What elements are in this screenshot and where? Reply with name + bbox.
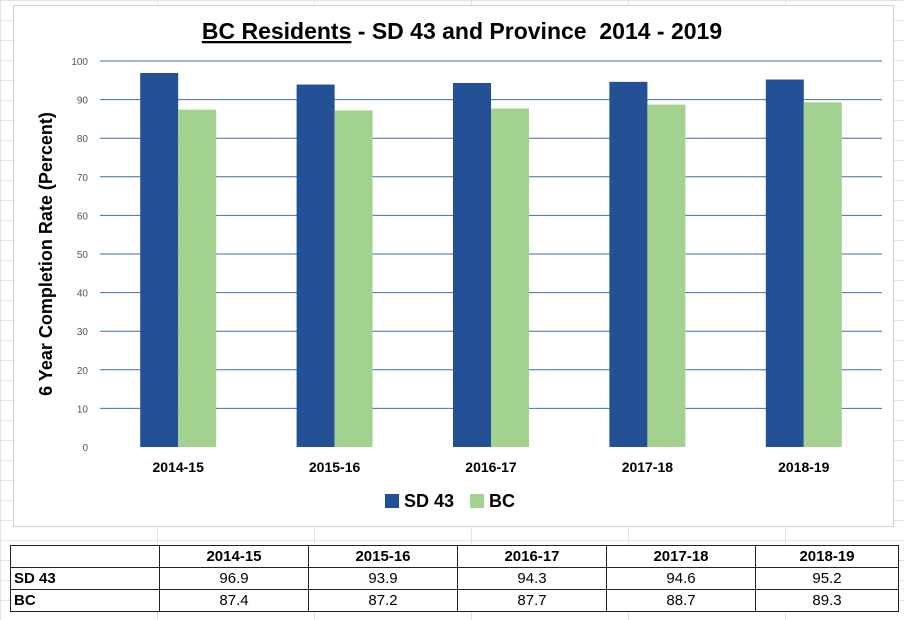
y-tick-label: 10: [77, 404, 89, 415]
table-cell: 93.9: [308, 567, 458, 590]
legend-swatch: [385, 494, 399, 508]
table-cell: 95.2: [755, 567, 899, 590]
y-tick-label: 0: [82, 443, 88, 454]
bar-sd-43: [609, 81, 648, 448]
x-tick-label: 2016-17: [465, 459, 517, 475]
x-tick-label: 2014-15: [153, 459, 205, 475]
table-header-row: 2014-15 2015-16 2016-17 2017-18 2018-19: [10, 545, 899, 568]
y-tick-label: 30: [77, 327, 89, 338]
bar-sd-43: [296, 84, 335, 448]
data-table: 2014-15 2015-16 2016-17 2017-18 2018-19 …: [10, 545, 899, 612]
y-tick-label: 60: [77, 211, 89, 222]
legend-swatch: [470, 494, 485, 508]
chart-title-rest: - SD 43 and Province 2014 - 2019: [351, 18, 722, 44]
bar-bc: [491, 108, 529, 447]
table-cell: 96.9: [159, 567, 309, 590]
bar-bc: [334, 110, 373, 448]
row-label: BC: [10, 589, 160, 612]
y-tick-label: 90: [77, 96, 89, 107]
x-tick-label: 2018-19: [778, 459, 830, 475]
table-row: BC 87.4 87.2 87.7 88.7 89.3: [10, 589, 899, 612]
table-header-cell: 2014-15: [159, 545, 309, 568]
y-tick-label: 50: [77, 250, 89, 261]
table-cell: 87.7: [457, 589, 607, 612]
bar-bc: [803, 102, 842, 447]
legend-label: SD 43: [404, 491, 454, 511]
bar-chart: BC Residents - SD 43 and Province 2014 -…: [36, 18, 882, 511]
table-cell: 87.4: [159, 589, 309, 612]
table-header-cell: 2015-16: [308, 545, 458, 568]
table-cell: 94.3: [457, 567, 607, 590]
bar-sd-43: [453, 83, 491, 447]
table-cell: 88.7: [606, 589, 756, 612]
table-cell: 89.3: [755, 589, 899, 612]
y-tick-label: 100: [71, 57, 88, 68]
bar-sd-43: [765, 79, 804, 447]
table-corner: [10, 545, 160, 568]
x-tick-label: 2017-18: [622, 459, 674, 475]
table-cell: 94.6: [606, 567, 756, 590]
table-header-cell: 2017-18: [606, 545, 756, 568]
table-cell: 87.2: [308, 589, 458, 612]
y-tick-label: 80: [77, 134, 89, 145]
y-axis-label: 6 Year Completion Rate (Percent): [36, 112, 56, 396]
bar-sd-43: [140, 72, 179, 447]
chart-title: BC Residents - SD 43 and Province 2014 -…: [202, 18, 722, 44]
bar-bc: [178, 109, 217, 448]
table-header-cell: 2018-19: [755, 545, 899, 568]
y-tick-label: 40: [77, 289, 89, 300]
table-header-cell: 2016-17: [457, 545, 607, 568]
x-tick-label: 2015-16: [309, 459, 361, 475]
row-label: SD 43: [10, 567, 160, 590]
table-row: SD 43 96.9 93.9 94.3 94.6 95.2: [10, 567, 899, 590]
legend-label: BC: [489, 491, 515, 511]
chart-title-underlined: BC Residents: [202, 18, 352, 44]
y-tick-label: 20: [77, 366, 89, 377]
bar-bc: [647, 104, 686, 448]
y-tick-label: 70: [77, 173, 89, 184]
